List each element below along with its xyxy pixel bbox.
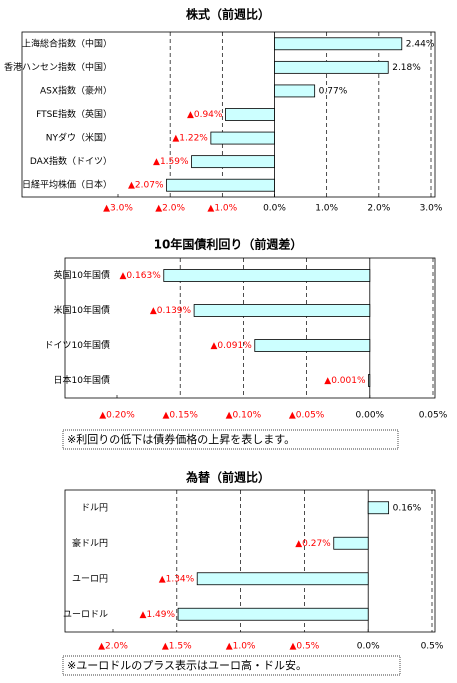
category-label: FTSE指数（英国） xyxy=(36,108,112,120)
category-label: 日経平均株価（日本） xyxy=(22,179,112,191)
chart-title: 為替（前週比） xyxy=(186,470,270,485)
x-tick-label: 0.0% xyxy=(263,204,286,214)
bar xyxy=(333,536,369,550)
plot-frame xyxy=(64,489,436,633)
x-tick-label: ▲0.5% xyxy=(290,642,320,652)
category-label: 上海総合指数（中国） xyxy=(22,37,112,49)
note: ※利回りの低下は債券価格の上昇を表します。 xyxy=(67,432,295,446)
x-tick-label: ▲0.20% xyxy=(99,411,135,421)
x-tick-label: ▲1.5% xyxy=(162,642,192,652)
plot-frame xyxy=(21,31,436,198)
x-tick-label: ▲1.0% xyxy=(226,642,256,652)
note: ※ユーロドルのプラス表示はユーロ高・ドル安。 xyxy=(67,658,307,672)
category-label: 英国10年国債 xyxy=(54,269,110,281)
note-box xyxy=(62,429,399,450)
x-tick-label: 0.00% xyxy=(356,411,385,421)
value-label: ▲0.163% xyxy=(120,271,162,281)
note-box xyxy=(62,655,401,676)
x-tick-label: 1.0% xyxy=(315,204,338,214)
bar xyxy=(225,108,275,121)
bar xyxy=(254,339,371,352)
x-tick-label: ▲2.0% xyxy=(155,204,185,214)
x-tick-label: 0.05% xyxy=(419,411,448,421)
bar xyxy=(196,572,369,586)
x-tick-label: 3.0% xyxy=(420,204,443,214)
bar xyxy=(274,37,403,51)
value-label: 2.44% xyxy=(406,39,435,49)
bar xyxy=(367,501,390,515)
x-tick-label: 0.0% xyxy=(357,642,380,652)
x-tick-label: ▲0.15% xyxy=(162,411,198,421)
category-label: 豪ドル円 xyxy=(72,537,108,549)
x-tick-label: ▲0.05% xyxy=(289,411,325,421)
category-label: DAX指数（ドイツ） xyxy=(30,155,112,167)
plot-frame xyxy=(64,257,436,399)
x-tick-label: 2.0% xyxy=(367,204,390,214)
x-tick-label: ▲1.0% xyxy=(207,204,237,214)
bar xyxy=(191,155,275,169)
value-label: ▲0.091% xyxy=(211,341,253,351)
value-label: 0.16% xyxy=(393,503,422,513)
bar xyxy=(274,60,389,74)
value-label: ▲0.139% xyxy=(150,306,192,316)
value-label: ▲1.22% xyxy=(172,134,208,144)
x-tick-label: ▲3.0% xyxy=(103,204,133,214)
x-tick-label: 0.5% xyxy=(421,642,444,652)
bar xyxy=(274,84,316,98)
chart-title: 株式（前週比） xyxy=(186,7,270,22)
value-label: ▲0.001% xyxy=(324,376,366,386)
category-label: 香港ハンセン指数（中国） xyxy=(4,61,112,73)
value-label: 2.18% xyxy=(392,63,421,73)
value-label: ▲0.94% xyxy=(187,110,223,120)
value-label: ▲0.27% xyxy=(295,539,331,549)
chart-title: 10年国債利回り（前週差） xyxy=(154,237,303,252)
value-label: ▲1.59% xyxy=(153,157,189,167)
category-label: 米国10年国債 xyxy=(54,304,110,316)
category-label: ユーロ円 xyxy=(72,573,108,584)
bar xyxy=(166,178,275,192)
bar xyxy=(193,304,371,317)
bar xyxy=(163,269,371,282)
bar xyxy=(210,131,275,145)
value-label: ▲1.49% xyxy=(140,610,176,620)
category-label: ドル円 xyxy=(81,502,108,513)
bar xyxy=(368,374,371,387)
value-label: ▲2.07% xyxy=(128,181,164,191)
x-tick-label: ▲0.10% xyxy=(226,411,262,421)
category-label: ユーロドル xyxy=(63,610,108,620)
value-label: ▲1.34% xyxy=(159,574,195,584)
category-label: 日本10年国債 xyxy=(54,374,110,386)
category-label: NYダウ（米国） xyxy=(46,132,112,144)
bar xyxy=(177,607,369,621)
value-label: 0.77% xyxy=(319,86,348,96)
category-label: ASX指数（豪州） xyxy=(40,84,112,96)
category-label: ドイツ10年国債 xyxy=(45,339,110,351)
x-tick-label: ▲2.0% xyxy=(98,642,128,652)
